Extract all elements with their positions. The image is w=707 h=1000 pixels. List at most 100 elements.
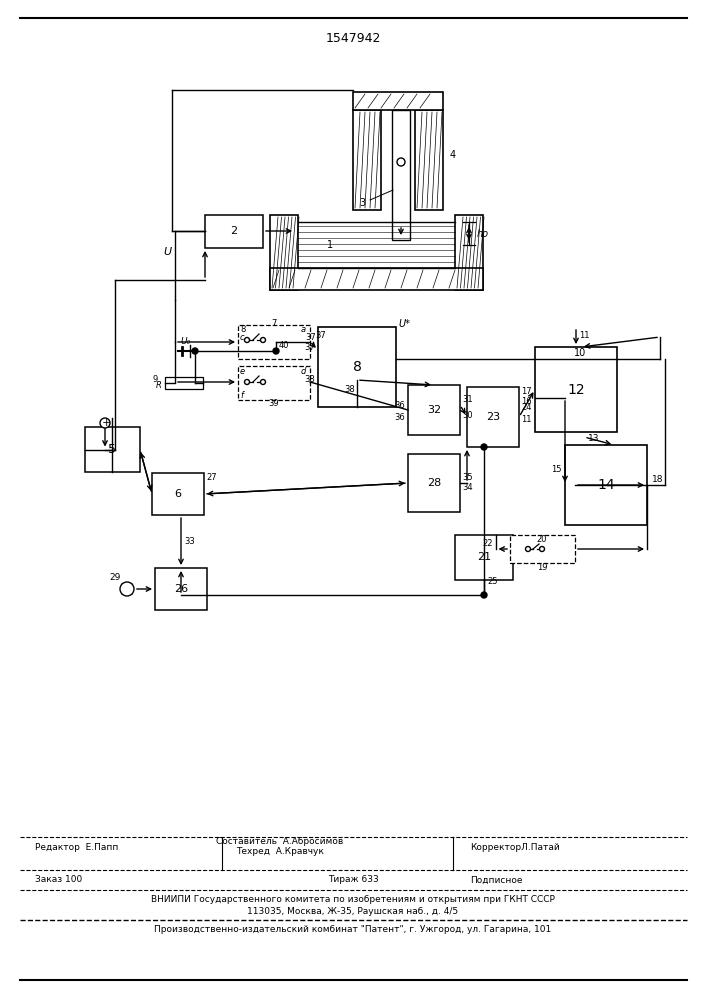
Circle shape (481, 444, 487, 450)
Text: a: a (301, 326, 306, 334)
Text: ho: ho (477, 229, 489, 239)
Text: R: R (156, 381, 162, 390)
Bar (205, 215, 263, 248)
Bar (238, 366, 310, 400)
Text: 37: 37 (304, 342, 315, 352)
Bar (270, 215, 298, 290)
Text: f: f (240, 390, 243, 399)
Text: Редактор  Е.Папп: Редактор Е.Папп (35, 844, 118, 852)
Circle shape (539, 546, 544, 552)
Text: 27: 27 (206, 474, 216, 483)
Circle shape (273, 348, 279, 354)
Text: c: c (240, 334, 245, 342)
Bar (510, 535, 575, 563)
Text: Подписное: Подписное (470, 876, 522, 884)
Bar (353, 110, 381, 210)
Bar (318, 327, 396, 407)
Text: 30: 30 (462, 410, 472, 420)
Text: 11: 11 (521, 416, 532, 424)
Bar (415, 110, 443, 210)
Text: U₀: U₀ (181, 336, 191, 346)
Circle shape (192, 348, 198, 354)
Circle shape (100, 418, 110, 428)
Circle shape (120, 582, 134, 596)
Text: 13: 13 (588, 434, 600, 443)
Text: 38: 38 (344, 385, 356, 394)
Text: 20: 20 (537, 536, 547, 544)
Text: U*: U* (398, 319, 410, 329)
Text: 35: 35 (462, 474, 472, 483)
Text: Производственно-издательский комбинат "Патент", г. Ужгород, ул. Гагарина, 101: Производственно-издательский комбинат "П… (154, 926, 551, 934)
Text: 28: 28 (427, 478, 441, 488)
Text: ВНИИПИ Государственного комитета по изобретениям и открытиям при ГКНТ СССР: ВНИИПИ Государственного комитета по изоб… (151, 896, 555, 904)
Text: Заказ 100: Заказ 100 (35, 876, 82, 884)
Text: 1: 1 (327, 240, 333, 250)
Text: 5: 5 (108, 443, 117, 456)
Text: 2: 2 (230, 226, 238, 236)
Text: 4: 4 (450, 150, 456, 160)
Text: 6: 6 (175, 489, 182, 499)
Text: 113035, Москва, Ж-35, Раушская наб., д. 4/5: 113035, Москва, Ж-35, Раушская наб., д. … (247, 906, 459, 916)
Text: 10: 10 (574, 348, 586, 358)
Text: 36: 36 (395, 400, 405, 410)
Bar (353, 92, 443, 110)
Bar (238, 325, 310, 359)
Circle shape (260, 379, 266, 384)
Text: 12: 12 (567, 382, 585, 396)
Circle shape (525, 546, 530, 552)
Bar (455, 535, 513, 580)
Text: 7: 7 (271, 318, 276, 328)
Bar (565, 445, 647, 525)
Text: Тираж 633: Тираж 633 (327, 876, 378, 884)
Text: 22: 22 (482, 540, 493, 548)
Text: 9: 9 (153, 374, 158, 383)
Bar (165, 377, 203, 389)
Text: 32: 32 (427, 405, 441, 415)
Text: 11: 11 (579, 330, 590, 340)
Circle shape (260, 338, 266, 342)
Bar (392, 110, 410, 240)
Circle shape (245, 379, 250, 384)
Text: 18: 18 (652, 476, 663, 485)
Bar (152, 473, 204, 515)
Text: d: d (300, 366, 306, 375)
Bar (408, 385, 460, 435)
Bar (467, 387, 519, 447)
Text: 15: 15 (551, 464, 562, 474)
Text: 24: 24 (521, 403, 532, 412)
Text: 33: 33 (184, 537, 194, 546)
Bar (408, 454, 460, 512)
Text: 14: 14 (597, 478, 615, 492)
Text: 34: 34 (462, 484, 472, 492)
Text: 39: 39 (269, 399, 279, 408)
Text: 31: 31 (462, 395, 472, 404)
Text: 23: 23 (486, 412, 500, 422)
Text: 1547942: 1547942 (325, 31, 380, 44)
Bar (455, 215, 483, 290)
Text: Техред  А.Кравчук: Техред А.Кравчук (236, 848, 324, 856)
Text: 37: 37 (315, 332, 326, 340)
Text: 21: 21 (477, 552, 491, 562)
Bar (155, 568, 207, 610)
Circle shape (245, 338, 250, 342)
Text: 8: 8 (240, 326, 245, 334)
Bar (535, 347, 617, 432)
Text: e: e (240, 366, 245, 375)
Text: 3: 3 (359, 198, 365, 208)
Text: КорректорЛ.Патай: КорректорЛ.Патай (470, 844, 560, 852)
Text: U: U (163, 247, 171, 257)
Text: 17: 17 (521, 387, 532, 396)
Text: 8: 8 (353, 360, 361, 374)
Text: 37: 37 (305, 332, 316, 342)
Circle shape (481, 592, 487, 598)
Bar (270, 268, 483, 290)
Text: +: + (101, 418, 111, 428)
Text: 25: 25 (487, 577, 498, 586)
Text: 19: 19 (537, 562, 547, 572)
Text: 29: 29 (110, 572, 121, 582)
Circle shape (397, 158, 405, 166)
Text: Составитель  А.Абросимов: Составитель А.Абросимов (216, 838, 344, 846)
Bar (85, 427, 140, 472)
Text: 36: 36 (395, 414, 405, 422)
Text: 38: 38 (304, 374, 315, 383)
